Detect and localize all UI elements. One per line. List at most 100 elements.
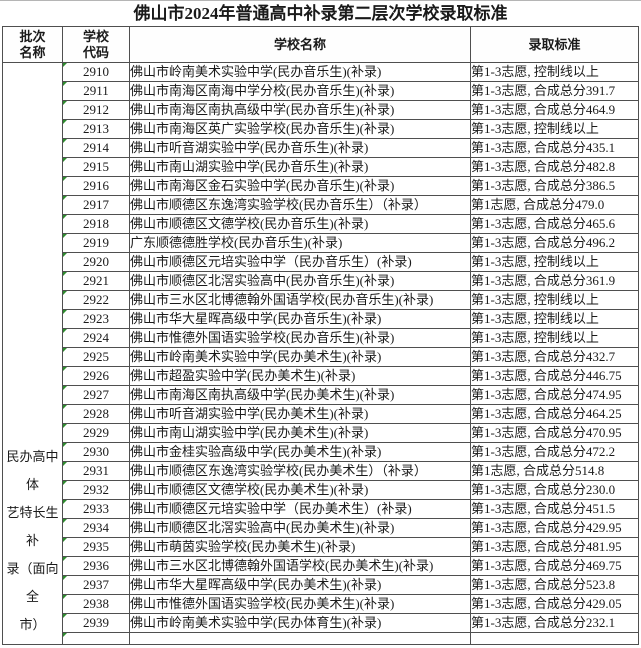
school-code-value: 2937 <box>83 577 109 592</box>
school-code-value: 2922 <box>83 292 109 307</box>
header-batch-name: 批次 名称 <box>2 26 63 63</box>
excel-error-indicator-icon <box>63 481 67 485</box>
school-code-value: 2930 <box>83 444 109 459</box>
excel-error-indicator-icon <box>63 234 67 238</box>
school-name-cell: 佛山市顺德区文德学校(民办音乐生)(补录) <box>129 214 471 234</box>
school-name-cell: 佛山市岭南美术实验中学(民办体育生)(补录) <box>129 613 471 633</box>
school-code-cell: 2933 <box>62 499 130 519</box>
school-code-cell: 2919 <box>62 233 130 253</box>
header-school-code: 学校 代码 <box>62 26 130 63</box>
school-code-value: 2918 <box>83 216 109 231</box>
excel-error-indicator-icon <box>63 310 67 314</box>
school-code-cell: 2922 <box>62 290 130 310</box>
table-row: 2915 佛山市南山湖实验中学(民办音乐生)(补录) 第1-3志愿, 合成总分482… <box>3 157 639 177</box>
table-row-partial <box>3 632 639 645</box>
excel-error-indicator-icon <box>63 63 67 67</box>
excel-error-indicator-icon <box>63 291 67 295</box>
excel-error-indicator-icon <box>63 101 67 105</box>
admission-standard-cell: 第1-3志愿, 合成总分232.1 <box>470 613 639 633</box>
admission-standard-cell: 第1-3志愿, 合成总分451.5 <box>470 499 639 519</box>
admission-standard-cell: 第1-3志愿, 合成总分474.95 <box>470 385 639 405</box>
school-name-cell: 佛山市超盈实验中学(民办美术生)(补录) <box>129 366 471 386</box>
school-name-cell: 佛山市华大星晖高级中学(民办美术生)(补录) <box>129 575 471 595</box>
school-code-value: 2925 <box>83 349 109 364</box>
school-name-cell: 佛山市南海区南执高级中学(民办音乐生)(补录) <box>129 100 471 120</box>
school-code-value: 2915 <box>83 159 109 174</box>
table-row: 2924 佛山市惟德外国语实验学校(民办音乐生)(补录) 第1-3志愿, 控制线以上 <box>3 328 639 348</box>
table-row: 2934 佛山市顺德区北滘实验高中(民办美术生)(补录) 第1-3志愿, 合成总分4… <box>3 518 639 538</box>
school-name-cell: 佛山市南海区南执高级中学(民办美术生)(补录) <box>129 385 471 405</box>
excel-error-indicator-icon <box>63 272 67 276</box>
school-code-value: 2911 <box>83 83 109 98</box>
school-name-cell: 佛山市三水区北博德翰外国语学校(民办音乐生)(补录) <box>129 290 471 310</box>
school-code-cell: 2917 <box>62 195 130 215</box>
school-code-value: 2913 <box>83 121 109 136</box>
excel-error-indicator-icon <box>63 424 67 428</box>
admission-standard-cell: 第1-3志愿, 合成总分523.8 <box>470 575 639 595</box>
school-code-cell: 2935 <box>62 537 130 557</box>
header-row: 批次 名称 学校 代码 学校名称 录取标准 <box>2 26 639 63</box>
header-school-name: 学校名称 <box>129 26 471 63</box>
school-code-value: 2928 <box>83 406 109 421</box>
page-title: 佛山市2024年普通高中补录第二层次学校录取标准 <box>133 4 508 23</box>
school-code-value: 2939 <box>83 615 109 630</box>
school-code-value: 2910 <box>83 64 109 79</box>
school-code-value: 2929 <box>83 425 109 440</box>
school-code-cell: 2911 <box>62 81 130 101</box>
school-name-cell: 佛山市华大星晖高级中学(民办音乐生)(补录) <box>129 309 471 329</box>
school-code-cell: 2937 <box>62 575 130 595</box>
school-code-value: 2924 <box>83 330 109 345</box>
admission-standard-cell: 第1志愿, 合成总分479.0 <box>470 195 639 215</box>
school-code-cell: 2920 <box>62 252 130 272</box>
admission-standard-cell: 第1-3志愿, 合成总分386.5 <box>470 176 639 196</box>
school-name-cell: 佛山市听音湖实验中学(民办美术生)(补录) <box>129 404 471 424</box>
table-row: 2926 佛山市超盈实验中学(民办美术生)(补录) 第1-3志愿, 合成总分446.… <box>3 366 639 386</box>
school-code-value: 2936 <box>83 558 109 573</box>
school-code-cell: 2938 <box>62 594 130 614</box>
table-header: 批次 名称 学校 代码 学校名称 录取标准 <box>2 26 639 63</box>
school-name-cell: 广东顺德德胜学校(民办音乐生)(补录) <box>129 233 471 253</box>
school-code-value: 2919 <box>83 235 109 250</box>
table-row: 2939 佛山市岭南美术实验中学(民办体育生)(补录) 第1-3志愿, 合成总分23… <box>3 613 639 633</box>
school-code-value: 2926 <box>83 368 109 383</box>
admission-standard-cell: 第1-3志愿, 合成总分469.75 <box>470 556 639 576</box>
admission-standard-cell: 第1-3志愿, 控制线以上 <box>470 119 639 139</box>
school-code-value: 2933 <box>83 501 109 516</box>
school-code-value: 2917 <box>83 197 109 212</box>
school-code-cell: 2924 <box>62 328 130 348</box>
table-row: 2920 佛山市顺德区元培实验中学（民办音乐生）(补录) 第1-3志愿, 控制线以上 <box>3 252 639 272</box>
school-name-cell: 佛山市顺德区北滘实验高中(民办美术生)(补录) <box>129 518 471 538</box>
admission-standard-cell: 第1-3志愿, 合成总分391.7 <box>470 81 639 101</box>
admission-standard-cell: 第1-3志愿, 合成总分481.95 <box>470 537 639 557</box>
school-code-cell: 2923 <box>62 309 130 329</box>
admission-standard-cell: 第1-3志愿, 合成总分482.8 <box>470 157 639 177</box>
excel-error-indicator-icon <box>63 576 67 580</box>
school-code-cell: 2936 <box>62 556 130 576</box>
table-row: 2930 佛山市金桂实验高级中学(民办美术生)(补录) 第1-3志愿, 合成总分47… <box>3 442 639 462</box>
table-row: 2918 佛山市顺德区文德学校(民办音乐生)(补录) 第1-3志愿, 合成总分465… <box>3 214 639 234</box>
table-row: 2938 佛山市惟德外国语实验学校(民办美术生)(补录) 第1-3志愿, 合成总分4… <box>3 594 639 614</box>
excel-error-indicator-icon <box>63 405 67 409</box>
excel-error-indicator-icon <box>63 443 67 447</box>
school-code-cell: 2939 <box>62 613 130 633</box>
excel-error-indicator-icon <box>63 177 67 181</box>
school-code-cell: 2916 <box>62 176 130 196</box>
admission-standard-cell: 第1-3志愿, 合成总分470.95 <box>470 423 639 443</box>
admission-standards-table: 批次 名称 学校 代码 学校名称 录取标准 民办高中体 艺特长生补 录（面向全 … <box>2 26 639 645</box>
school-code-cell: 2913 <box>62 119 130 139</box>
school-code-cell: 2912 <box>62 100 130 120</box>
school-code-cell: 2934 <box>62 518 130 538</box>
school-name-cell: 佛山市惟德外国语实验学校(民办音乐生)(补录) <box>129 328 471 348</box>
school-code-value: 2921 <box>83 273 109 288</box>
excel-error-indicator-icon <box>63 557 67 561</box>
admission-standard-cell: 第1-3志愿, 合成总分464.9 <box>470 100 639 120</box>
school-code-value: 2934 <box>83 520 109 535</box>
excel-error-indicator-icon <box>63 139 67 143</box>
school-name-cell: 佛山市南山湖实验中学(民办音乐生)(补录) <box>129 157 471 177</box>
excel-error-indicator-icon <box>63 82 67 86</box>
admission-standard-cell: 第1-3志愿, 控制线以上 <box>470 328 639 348</box>
admission-standard-cell: 第1-3志愿, 控制线以上 <box>470 62 639 82</box>
school-code-cell: 2915 <box>62 157 130 177</box>
excel-error-indicator-icon <box>63 158 67 162</box>
school-name-cell: 佛山市惟德外国语实验学校(民办美术生)(补录) <box>129 594 471 614</box>
